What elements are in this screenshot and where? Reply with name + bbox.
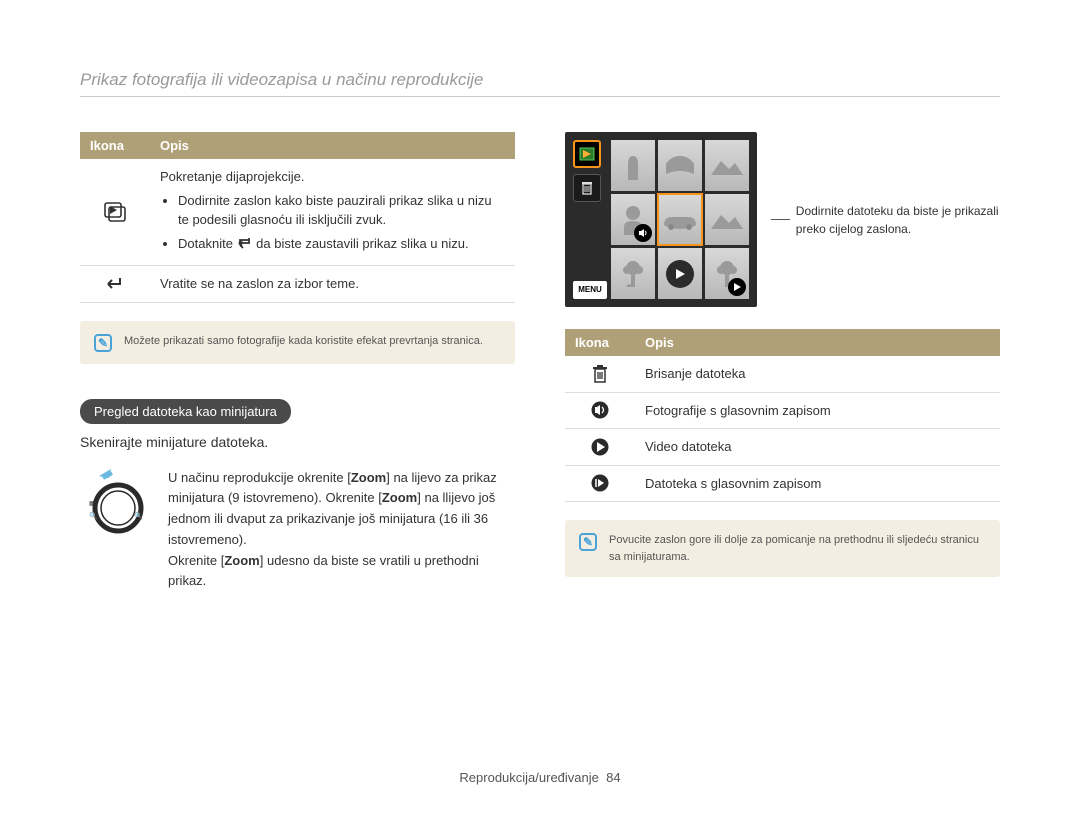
thumbnail[interactable] [611, 140, 655, 191]
zoom-text: U načinu reprodukcije okrenite [Zoom] na… [168, 468, 515, 593]
screenshot-side-icons: MENU [573, 140, 603, 299]
trash-desc: Brisanje datoteka [635, 356, 1000, 392]
note-text-right: Povucite zaslon gore ili dolje za pomica… [609, 532, 986, 565]
note-box-right: ✎ Povucite zaslon gore ili dolje za pomi… [565, 520, 1000, 577]
left-icon-table: Ikona Opis Pokretanje dijaprojekcije. [80, 132, 515, 303]
b2-post: da biste zaustavili prikaz slika u nizu. [256, 236, 468, 251]
slideshow-bullet-2: Dotaknite da biste zaustavili prikaz sli… [178, 234, 505, 254]
photo-voice-desc: Fotografije s glasovnim zapisom [635, 392, 1000, 429]
col-header-ikona: Ikona [80, 132, 150, 159]
thumbnail[interactable] [611, 194, 655, 245]
thumbnail[interactable] [705, 248, 749, 299]
slideshow-bullet-1: Dodirnite zaslon kako biste pauzirali pr… [178, 191, 505, 230]
back-desc: Vratite se na zaslon za izbor teme. [150, 266, 515, 303]
audio-overlay-icon [728, 278, 746, 296]
footer-label: Reprodukcija/uređivanje [459, 770, 598, 785]
video-file-desc: Video datoteka [635, 429, 1000, 466]
page-title: Prikaz fotografija ili videozapisa u nač… [80, 70, 1000, 97]
svg-text:▦: ▦ [89, 501, 95, 507]
trash-icon [565, 356, 635, 392]
delete-button[interactable] [573, 174, 601, 202]
table-row: Datoteka s glasovnim zapisom [565, 465, 1000, 502]
b2-pre: Dotaknite [178, 236, 237, 251]
voice-overlay-icon [634, 224, 652, 242]
col-header-opis-r: Opis [635, 329, 1000, 356]
thumbnail[interactable] [658, 248, 702, 299]
screenshot-callout: Dodirnite datoteku da biste je prikazali… [796, 202, 1000, 238]
audio-file-desc: Datoteka s glasovnim zapisom [635, 465, 1000, 502]
zoom-word-2: Zoom [382, 490, 417, 505]
screenshot-wrap: MENU Dodirnite datoteku da biste je prik… [565, 132, 1000, 307]
footer-page: 84 [606, 770, 620, 785]
photo-voice-icon [565, 392, 635, 429]
note-icon: ✎ [579, 533, 597, 551]
back-icon [80, 266, 150, 303]
slideshow-desc-line1: Pokretanje dijaprojekcije. [160, 167, 505, 187]
svg-text:🔍: 🔍 [89, 511, 98, 520]
left-column: Ikona Opis Pokretanje dijaprojekcije. [80, 132, 515, 592]
table-row: Vratite se na zaslon za izbor teme. [80, 266, 515, 303]
thumbnail-screenshot: MENU [565, 132, 757, 307]
thumbnail-grid [611, 140, 749, 299]
slideshow-desc: Pokretanje dijaprojekcije. Dodirnite zas… [150, 159, 515, 266]
section-subtext: Skenirajte minijature datoteka. [80, 434, 515, 450]
thumbnail[interactable] [705, 194, 749, 245]
zt4: Okrenite [ [168, 553, 224, 568]
note-icon: ✎ [94, 334, 112, 352]
page-footer: Reprodukcija/uređivanje 84 [0, 770, 1080, 785]
content-columns: Ikona Opis Pokretanje dijaprojekcije. [80, 132, 1000, 592]
table-row: Video datoteka [565, 429, 1000, 466]
svg-text:▢: ▢ [137, 501, 143, 507]
table-row: Pokretanje dijaprojekcije. Dodirnite zas… [80, 159, 515, 266]
zoom-dial-icon: ▦ 🔍 ▢ 🔍 [80, 468, 150, 545]
thumbnail-selected[interactable] [658, 194, 702, 245]
thumbnail[interactable] [611, 248, 655, 299]
back-inline-icon [237, 237, 253, 249]
audio-file-icon [565, 465, 635, 502]
menu-button[interactable]: MENU [573, 281, 607, 299]
table-row: Brisanje datoteka [565, 356, 1000, 392]
thumbnail[interactable] [705, 140, 749, 191]
table-row: Fotografije s glasovnim zapisom [565, 392, 1000, 429]
filter-button[interactable] [573, 140, 601, 168]
section-badge: Pregled datoteka kao minijatura [80, 399, 291, 424]
right-icon-table: Ikona Opis Brisanje datoteka Fotografije… [565, 329, 1000, 502]
col-header-ikona-r: Ikona [565, 329, 635, 356]
note-box-left: ✎ Možete prikazati samo fotografije kada… [80, 321, 515, 364]
callout-line [771, 219, 790, 220]
right-column: MENU Dodirnite datoteku da biste je prik… [565, 132, 1000, 592]
slideshow-icon [80, 159, 150, 266]
svg-text:🔍: 🔍 [134, 511, 143, 520]
thumbnail[interactable] [658, 140, 702, 191]
col-header-opis: Opis [150, 132, 515, 159]
zoom-word-1: Zoom [351, 470, 386, 485]
note-text-left: Možete prikazati samo fotografije kada k… [124, 333, 483, 350]
zoom-instructions: ▦ 🔍 ▢ 🔍 U načinu reprodukcije okrenite [… [80, 468, 515, 593]
video-file-icon [565, 429, 635, 466]
zoom-word-3: Zoom [224, 553, 259, 568]
zt1: U načinu reprodukcije okrenite [ [168, 470, 351, 485]
